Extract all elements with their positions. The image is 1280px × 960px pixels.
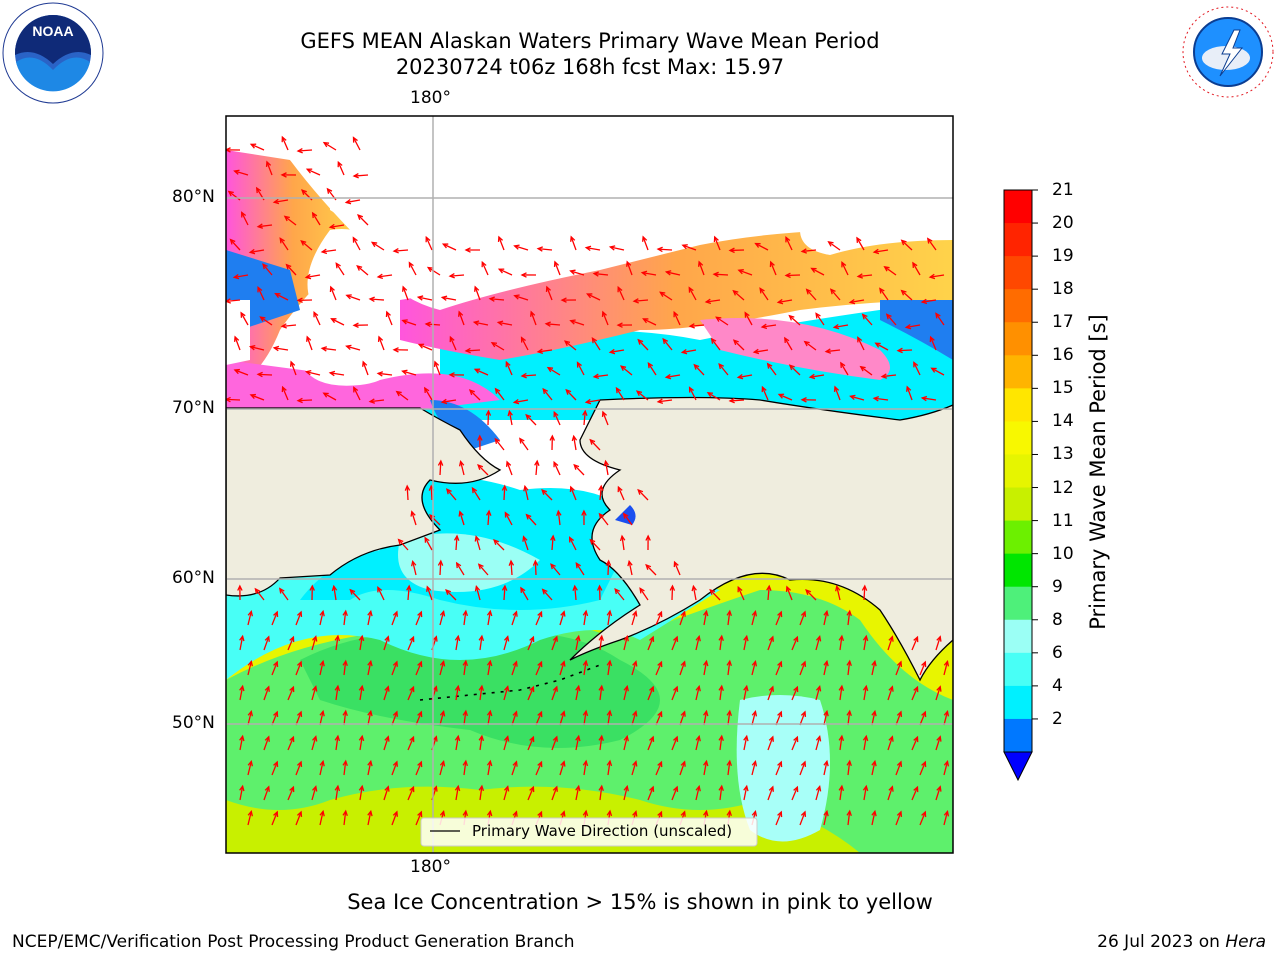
wave-direction-arrows — [226, 135, 950, 826]
colorbar-tick-label: 6 — [1052, 642, 1063, 663]
colorbar-segment — [1004, 586, 1032, 621]
footer-date: 26 Jul 2023 on — [1097, 932, 1226, 952]
colorbar-segment — [1004, 388, 1032, 422]
chart-title-line2: 20230724 t06z 168h fcst Max: 15.97 — [395, 55, 785, 79]
colorbar-segment — [1004, 454, 1032, 489]
colorbar-segment — [1004, 355, 1032, 389]
colorbar-segment — [1004, 421, 1032, 455]
colorbar-tick-label: 15 — [1052, 378, 1074, 399]
sea-ice-west — [226, 150, 360, 390]
colorbar-segment — [1004, 553, 1032, 588]
lat-label-50: 50°N — [172, 713, 215, 733]
colorbar-segment — [1004, 652, 1032, 687]
lat-label-60: 60°N — [172, 568, 215, 588]
chart-title-line1: GEFS MEAN Alaskan Waters Primary Wave Me… — [300, 29, 880, 53]
lat-label-80: 80°N — [172, 187, 215, 207]
colorbar-tick-label: 12 — [1052, 477, 1074, 498]
colorbar-tick-label: 19 — [1052, 246, 1074, 267]
colorbar-tick-label: 10 — [1052, 543, 1074, 564]
footer-machine: Hera — [1225, 932, 1266, 952]
legend-box — [420, 817, 758, 847]
colorbar-segment — [1004, 718, 1032, 753]
svg-text:NOAA: NOAA — [32, 23, 73, 39]
legend-label: Primary Wave Direction (unscaled) — [472, 822, 733, 840]
colorbar-tick-label: 17 — [1052, 312, 1074, 333]
land-alaska — [569, 396, 953, 682]
colorbar-tick-label: 18 — [1052, 279, 1074, 300]
colorbar-label: Primary Wave Mean Period [s] — [1086, 314, 1110, 630]
colorbar-segment — [1004, 190, 1032, 224]
colorbar-segment — [1004, 619, 1032, 654]
colorbar-tick-label: 14 — [1052, 411, 1074, 432]
land-russia — [226, 407, 502, 597]
colorbar-segment — [1004, 223, 1032, 257]
map-frame — [225, 115, 954, 854]
colorbar-tick-label: 8 — [1052, 609, 1063, 630]
sea-ice-caption: Sea Ice Concentration > 15% is shown in … — [347, 890, 933, 914]
nws-logo — [1178, 2, 1278, 102]
colorbar-tick-label: 2 — [1052, 708, 1063, 729]
colorbar-segment — [1004, 487, 1032, 522]
noaa-logo: NOAA — [2, 2, 104, 104]
lat-label-70: 70°N — [172, 398, 215, 418]
colorbar-segment — [1004, 256, 1032, 290]
colorbar-segment — [1004, 685, 1032, 720]
graticule — [226, 116, 953, 853]
lon-label-top: 180° — [410, 88, 451, 108]
colorbar-segment — [1004, 322, 1032, 356]
lon-label-bottom: 180° — [410, 857, 451, 877]
colorbar-tick-label: 16 — [1052, 345, 1074, 366]
colorbar-segment — [1004, 520, 1032, 555]
colorbar-extend-triangle — [1003, 751, 1033, 782]
footer-left: NCEP/EMC/Verification Post Processing Pr… — [12, 932, 575, 952]
colorbar-tick-label: 20 — [1052, 213, 1074, 234]
period-field-cyan-patch — [736, 695, 830, 842]
colorbar-tick-label: 9 — [1052, 576, 1063, 597]
colorbar — [1003, 189, 1038, 782]
sea-ice-central — [400, 226, 953, 360]
footer-right: 26 Jul 2023 on Hera — [1097, 932, 1266, 952]
colorbar-segment — [1004, 289, 1032, 323]
colorbar-tick-label: 4 — [1052, 675, 1063, 696]
colorbar-tick-label: 11 — [1052, 510, 1074, 531]
colorbar-tick-label: 21 — [1052, 180, 1074, 200]
colorbar-tick-label: 13 — [1052, 444, 1074, 465]
